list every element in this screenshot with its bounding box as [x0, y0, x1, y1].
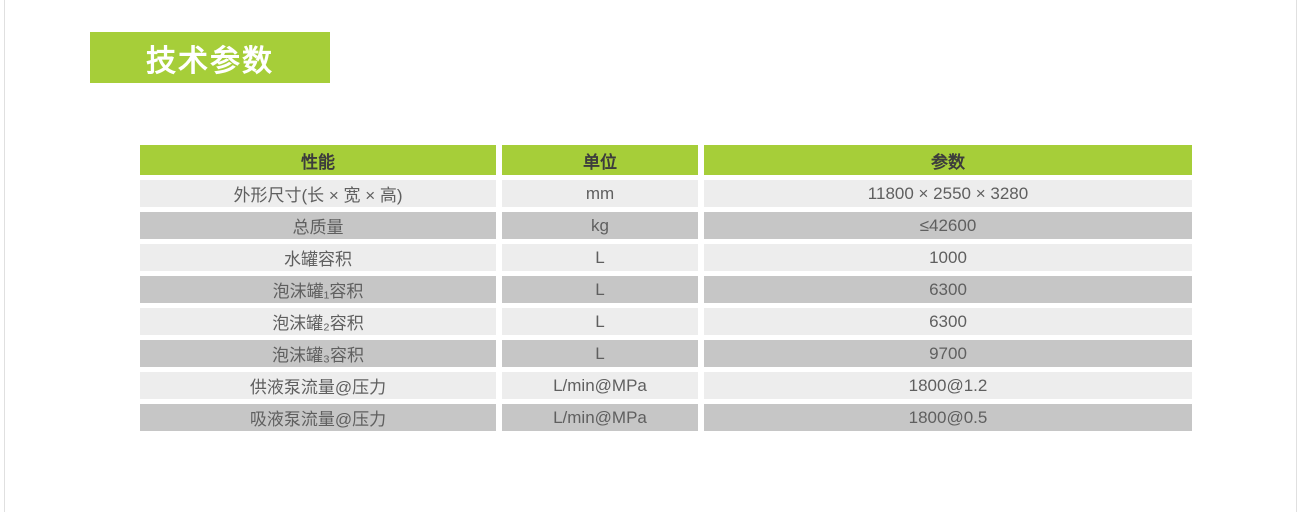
page-left-border	[4, 0, 5, 512]
cell-unit: L	[502, 340, 698, 367]
cell-parameter: 6300	[704, 276, 1192, 303]
col-header-parameter: 参数	[704, 145, 1192, 175]
cell-performance: 吸液泵流量@压力	[140, 404, 496, 431]
table-row: 吸液泵流量@压力 L/min@MPa 1800@0.5	[140, 404, 1192, 431]
cell-unit: L/min@MPa	[502, 404, 698, 431]
cell-parameter: 1800@0.5	[704, 404, 1192, 431]
table-row: 水罐容积 L 1000	[140, 244, 1192, 271]
col-header-unit: 单位	[502, 145, 698, 175]
cell-performance: 外形尺寸(长 × 宽 × 高)	[140, 180, 496, 207]
cell-unit: mm	[502, 180, 698, 207]
cell-performance: 泡沫罐₁容积	[140, 276, 496, 303]
table-header-row: 性能 单位 参数	[140, 145, 1192, 175]
table-row: 总质量 kg ≤42600	[140, 212, 1192, 239]
cell-unit: L	[502, 308, 698, 335]
col-header-performance: 性能	[140, 145, 496, 175]
cell-unit: kg	[502, 212, 698, 239]
table-row: 外形尺寸(长 × 宽 × 高) mm 11800 × 2550 × 3280	[140, 180, 1192, 207]
cell-parameter: 11800 × 2550 × 3280	[704, 180, 1192, 207]
cell-parameter: 9700	[704, 340, 1192, 367]
table-row: 泡沫罐₁容积 L 6300	[140, 276, 1192, 303]
spec-table-container: 性能 单位 参数 外形尺寸(长 × 宽 × 高) mm 11800 × 2550 ×…	[134, 140, 1198, 436]
table-row: 供液泵流量@压力 L/min@MPa 1800@1.2	[140, 372, 1192, 399]
table-row: 泡沫罐₂容积 L 6300	[140, 308, 1192, 335]
cell-parameter: ≤42600	[704, 212, 1192, 239]
spec-table: 性能 单位 参数 外形尺寸(长 × 宽 × 高) mm 11800 × 2550 ×…	[134, 140, 1198, 436]
cell-unit: L	[502, 276, 698, 303]
page-right-border	[1296, 0, 1297, 512]
cell-unit: L/min@MPa	[502, 372, 698, 399]
cell-performance: 总质量	[140, 212, 496, 239]
cell-performance: 供液泵流量@压力	[140, 372, 496, 399]
cell-parameter: 1800@1.2	[704, 372, 1192, 399]
cell-parameter: 6300	[704, 308, 1192, 335]
cell-performance: 泡沫罐₂容积	[140, 308, 496, 335]
cell-performance: 水罐容积	[140, 244, 496, 271]
section-title-badge: 技术参数	[90, 32, 330, 83]
cell-parameter: 1000	[704, 244, 1192, 271]
cell-unit: L	[502, 244, 698, 271]
table-row: 泡沫罐₃容积 L 9700	[140, 340, 1192, 367]
cell-performance: 泡沫罐₃容积	[140, 340, 496, 367]
section-title: 技术参数	[146, 44, 274, 78]
